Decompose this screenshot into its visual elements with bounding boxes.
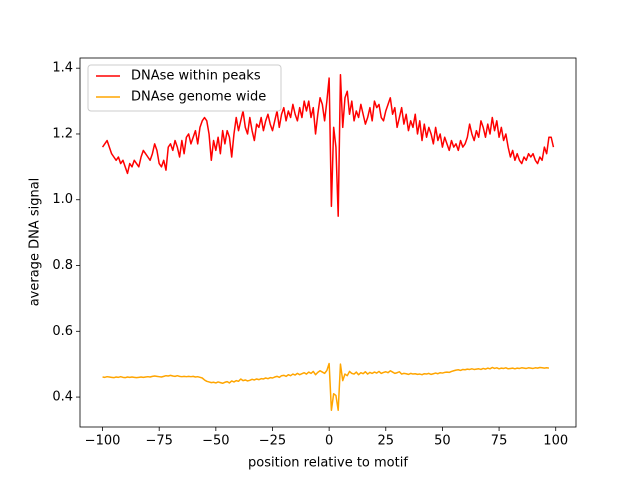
x-tick-label: −50: [202, 434, 229, 449]
y-tick-label: 0.8: [52, 258, 73, 273]
x-tick-label: 50: [434, 434, 451, 449]
line-series: [101, 74, 555, 217]
x-tick-label: −25: [259, 434, 286, 449]
x-tick-label: 100: [543, 434, 568, 449]
x-axis-label: position relative to motif: [248, 456, 408, 471]
y-tick-label: 0.6: [52, 324, 73, 339]
y-tick-label: 1.2: [52, 126, 73, 141]
y-tick-label: 0.4: [52, 390, 73, 405]
x-tick-label: 0: [325, 434, 333, 449]
x-tick-label: 75: [491, 434, 508, 449]
y-tick-label: 1.0: [52, 192, 73, 207]
y-axis-label: average DNA signal: [28, 178, 43, 307]
legend-label: DNAse genome wide: [131, 90, 266, 105]
x-tick-label: 25: [378, 434, 395, 449]
legend-box: [87, 64, 282, 112]
legend-label: DNAse within peaks: [131, 69, 261, 84]
x-tick-label: −75: [145, 434, 172, 449]
x-tick-label: −100: [85, 434, 121, 449]
plot-frame: [79, 57, 577, 428]
line-series: [102, 362, 550, 411]
y-tick-label: 1.4: [52, 61, 73, 76]
